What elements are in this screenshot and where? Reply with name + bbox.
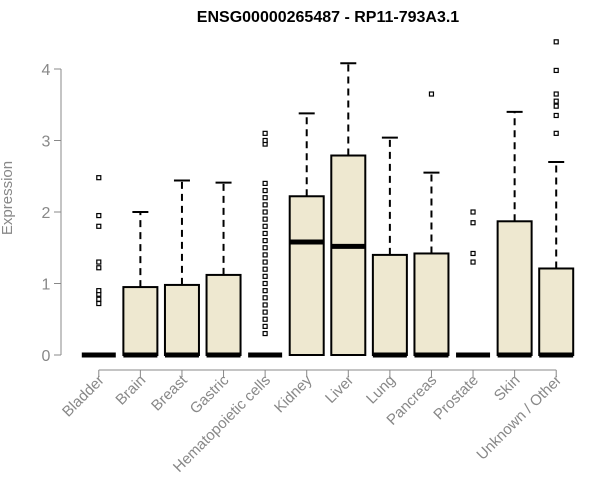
outlier-point <box>262 273 268 279</box>
outlier-point <box>96 175 102 181</box>
outlier-point <box>96 223 102 229</box>
outlier-point <box>262 230 268 237</box>
box-group <box>538 39 575 358</box>
box-group <box>81 175 116 358</box>
box-group <box>413 91 450 358</box>
x-tick-label: Liver <box>322 372 357 407</box>
outlier-point <box>96 259 102 265</box>
outlier-point <box>262 323 268 329</box>
outlier-point <box>262 288 268 294</box>
outlier-point <box>262 130 268 136</box>
outlier-point <box>96 300 102 307</box>
box-group <box>205 181 242 358</box>
y-tick-label: 4 <box>42 62 51 79</box>
outlier-point <box>470 209 476 215</box>
outlier-point <box>553 39 559 45</box>
outlier-point <box>262 180 268 186</box>
outlier-point <box>262 238 268 244</box>
outlier-point <box>262 316 268 322</box>
box-group <box>330 62 367 356</box>
iqr-box <box>496 220 533 356</box>
outlier-point <box>262 252 268 258</box>
iqr-box <box>371 253 408 356</box>
iqr-box <box>163 283 200 356</box>
outlier-point <box>428 91 435 97</box>
outlier-point <box>262 280 268 287</box>
iqr-box <box>538 267 575 356</box>
outlier-point <box>470 250 476 257</box>
outlier-point <box>262 209 268 215</box>
box-group <box>122 211 159 358</box>
outlier-point <box>96 212 102 219</box>
outlier-point <box>262 195 268 201</box>
outlier-point <box>262 187 268 194</box>
iqr-box <box>205 273 242 357</box>
x-tick-label: Bladder <box>59 372 108 421</box>
x-tick-label: Brain <box>112 372 149 409</box>
y-axis: 0 1 2 3 4 <box>42 62 62 365</box>
outlier-point <box>553 103 559 109</box>
x-tick-label: Skin <box>491 372 524 405</box>
outlier-point <box>262 302 268 308</box>
outlier-point <box>553 67 559 74</box>
iqr-box <box>288 195 325 356</box>
y-tick-label: 3 <box>42 134 51 151</box>
outlier-point <box>262 259 268 265</box>
box-group <box>163 179 200 358</box>
outlier-point <box>262 266 268 272</box>
y-tick-label: 1 <box>42 277 51 294</box>
outlier-point <box>96 288 102 294</box>
iqr-box <box>122 286 159 357</box>
boxes-layer <box>81 39 575 358</box>
y-tick-label: 0 <box>42 348 51 365</box>
outlier-point <box>553 130 559 136</box>
outlier-point <box>262 245 268 251</box>
iqr-box <box>413 252 450 356</box>
chart-title: ENSG00000265487 - RP11-793A3.1 <box>197 9 460 26</box>
outlier-point <box>262 202 268 208</box>
box-group <box>456 209 491 358</box>
y-axis-label: Expression <box>0 161 16 235</box>
x-tick-label: Kidney <box>271 371 316 416</box>
outlier-point <box>262 295 268 301</box>
outlier-point <box>262 216 268 222</box>
outlier-point <box>553 98 559 104</box>
outlier-point <box>553 91 559 97</box>
x-tick-label: Prostate <box>430 372 482 424</box>
x-tick-label: Breast <box>148 371 191 414</box>
y-tick-label: 2 <box>42 205 51 222</box>
outlier-point <box>262 223 268 229</box>
box-group <box>248 130 283 358</box>
outlier-point <box>96 265 102 271</box>
outlier-point <box>470 220 476 226</box>
outlier-point <box>96 296 102 302</box>
outlier-point <box>553 112 559 119</box>
box-group <box>496 110 533 358</box>
x-tick-label: Lung <box>363 372 399 408</box>
outlier-point <box>262 330 268 337</box>
box-group <box>371 136 408 358</box>
outlier-point <box>470 259 476 265</box>
box-group <box>288 112 325 356</box>
outlier-point <box>262 137 268 144</box>
outlier-point <box>262 309 268 315</box>
iqr-box <box>330 154 367 356</box>
